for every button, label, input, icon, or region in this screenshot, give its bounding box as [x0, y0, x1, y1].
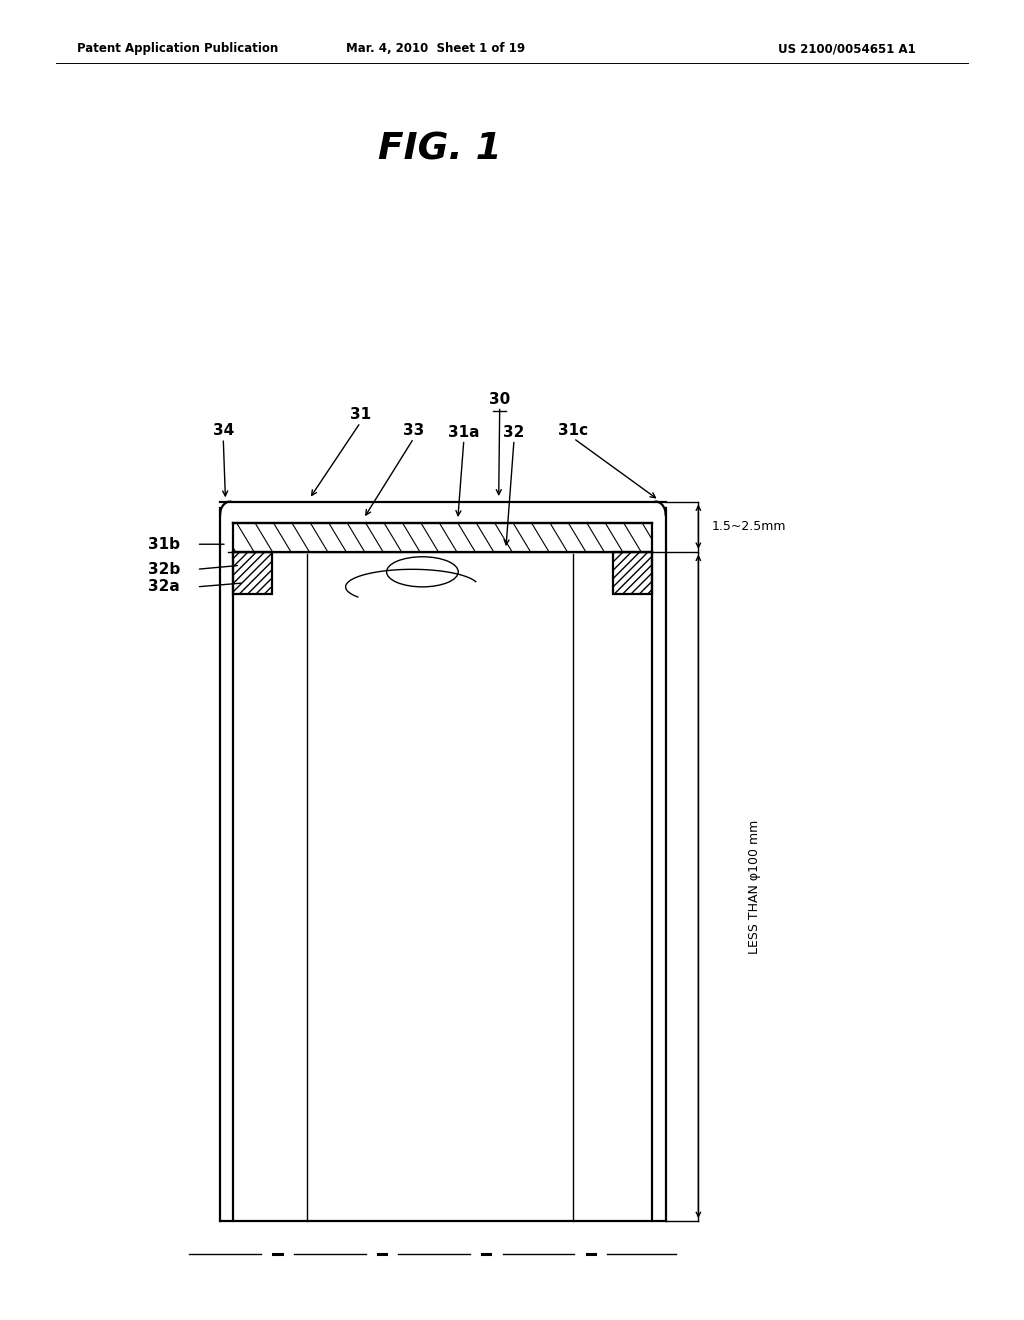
Text: Mar. 4, 2010  Sheet 1 of 19: Mar. 4, 2010 Sheet 1 of 19 — [346, 42, 524, 55]
Text: 31a: 31a — [449, 425, 479, 440]
Text: 32b: 32b — [147, 562, 180, 577]
Bar — [233, 552, 272, 594]
Text: Patent Application Publication: Patent Application Publication — [77, 42, 279, 55]
Text: LESS THAN φ100 mm: LESS THAN φ100 mm — [749, 820, 761, 953]
Text: 1.5~2.5mm: 1.5~2.5mm — [712, 520, 786, 533]
Text: 32: 32 — [504, 425, 524, 440]
Text: US 2100/0054651 A1: US 2100/0054651 A1 — [778, 42, 916, 55]
Text: FIG. 1: FIG. 1 — [379, 132, 502, 168]
Text: 31c: 31c — [558, 424, 589, 438]
Text: 31b: 31b — [147, 537, 180, 552]
Text: 32a: 32a — [147, 579, 180, 594]
Text: 34: 34 — [213, 424, 233, 438]
Bar — [613, 552, 652, 594]
Text: 30: 30 — [489, 392, 510, 407]
Text: 33: 33 — [403, 424, 424, 438]
Text: 31: 31 — [350, 408, 371, 422]
